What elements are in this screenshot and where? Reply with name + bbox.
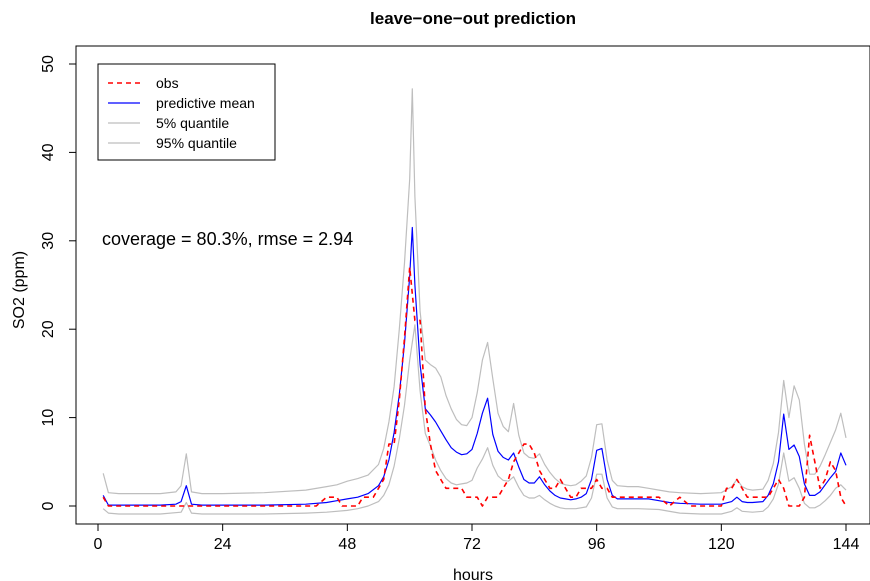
legend: obs predictive mean 5% quantile 95% quantil… [97,63,276,161]
legend-box [97,63,276,161]
legend-label: 95% quantile [156,135,237,151]
y-tick-label: 50 [40,55,57,73]
legend-label: obs [156,75,179,91]
series-line-5-quantile [102,324,847,515]
plot-frame [75,45,870,525]
legend-label: 5% quantile [156,115,229,131]
x-tick-label: 96 [588,536,606,553]
x-tick-label: 120 [708,536,735,553]
y-axis: 0 10 20 30 40 50 [40,55,77,510]
series-line-obs [102,266,847,507]
y-tick-label: 30 [40,232,57,250]
x-tick-label: 48 [338,536,356,553]
coverage-annotation: coverage = 80.3%, rmse = 2.94 [102,229,353,249]
y-tick-label: 10 [40,409,57,427]
x-tick-label: 0 [94,536,103,553]
chart-title: leave−one−out prediction [370,9,576,28]
x-tick-label: 24 [214,536,232,553]
x-axis-label: hours [453,567,493,581]
series-line-95-quantile [102,88,847,495]
legend-label: predictive mean [156,95,255,111]
y-tick-label: 40 [40,143,57,161]
series-line-predictive-mean [102,226,847,506]
y-tick-label: 20 [40,320,57,338]
series-layer [102,88,847,515]
y-tick-label: 0 [40,501,57,510]
x-tick-label: 144 [833,536,860,553]
x-tick-label: 72 [463,536,481,553]
x-axis: 0 24 48 72 96 120 144 [94,523,860,553]
y-axis-label: SO2 (ppm) [11,251,28,329]
